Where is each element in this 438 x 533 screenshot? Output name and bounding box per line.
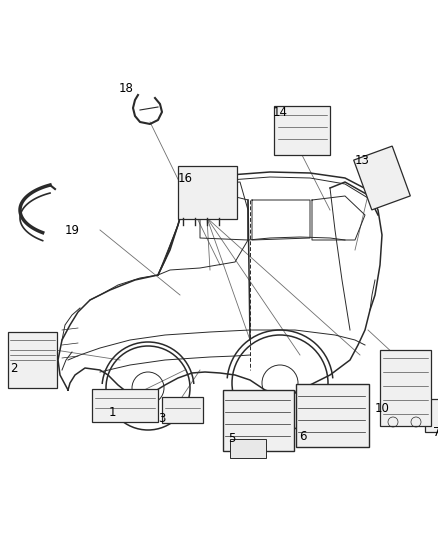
FancyBboxPatch shape: [162, 397, 202, 423]
Text: 5: 5: [228, 432, 236, 445]
FancyBboxPatch shape: [274, 106, 330, 155]
FancyBboxPatch shape: [7, 332, 57, 388]
Text: 16: 16: [177, 172, 192, 184]
FancyBboxPatch shape: [353, 146, 410, 210]
FancyBboxPatch shape: [424, 399, 438, 432]
FancyBboxPatch shape: [223, 390, 293, 450]
Text: 13: 13: [355, 154, 369, 166]
FancyBboxPatch shape: [230, 439, 266, 457]
FancyBboxPatch shape: [296, 384, 368, 447]
FancyBboxPatch shape: [177, 166, 237, 219]
Text: 1: 1: [108, 406, 116, 418]
Text: 18: 18: [119, 82, 134, 94]
Text: 19: 19: [64, 223, 80, 237]
Text: 6: 6: [299, 430, 307, 442]
Text: 14: 14: [272, 106, 287, 118]
Text: 7: 7: [433, 425, 438, 439]
FancyBboxPatch shape: [92, 389, 158, 422]
Text: 10: 10: [374, 401, 389, 415]
Text: 3: 3: [158, 411, 166, 424]
FancyBboxPatch shape: [379, 350, 431, 426]
Text: 2: 2: [10, 361, 18, 375]
